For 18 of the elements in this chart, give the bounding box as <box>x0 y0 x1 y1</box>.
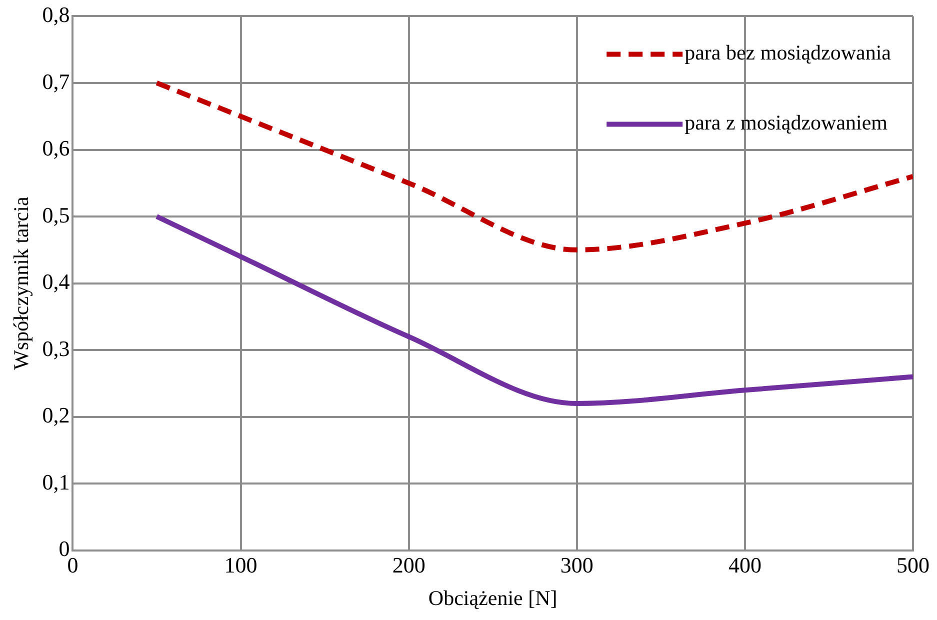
x-tick-label: 100 <box>224 552 258 578</box>
legend-label: para bez mosiądzowania <box>684 40 892 65</box>
y-tick-label: 0 <box>58 536 70 562</box>
x-axis-title: Obciążenie [N] <box>428 586 558 610</box>
x-tick-label: 400 <box>728 552 762 578</box>
y-tick-label: 0,7 <box>42 68 70 94</box>
y-tick-label: 0,5 <box>42 202 70 228</box>
y-tick-label: 0,2 <box>42 402 70 428</box>
y-tick-label: 0,4 <box>42 269 70 294</box>
y-tick-label: 0,3 <box>42 336 70 361</box>
x-tick-label: 200 <box>392 552 426 578</box>
y-axis-title: Współczynnik tarcia <box>9 196 34 370</box>
y-tick-label: 0,1 <box>42 469 70 494</box>
legend-label: para z mosiądzowaniem <box>684 110 888 135</box>
x-tick-label: 300 <box>560 552 594 578</box>
x-tick-label: 500 <box>896 552 930 578</box>
y-tick-label: 0,6 <box>42 136 70 161</box>
y-tick-label: 0,8 <box>42 2 70 27</box>
